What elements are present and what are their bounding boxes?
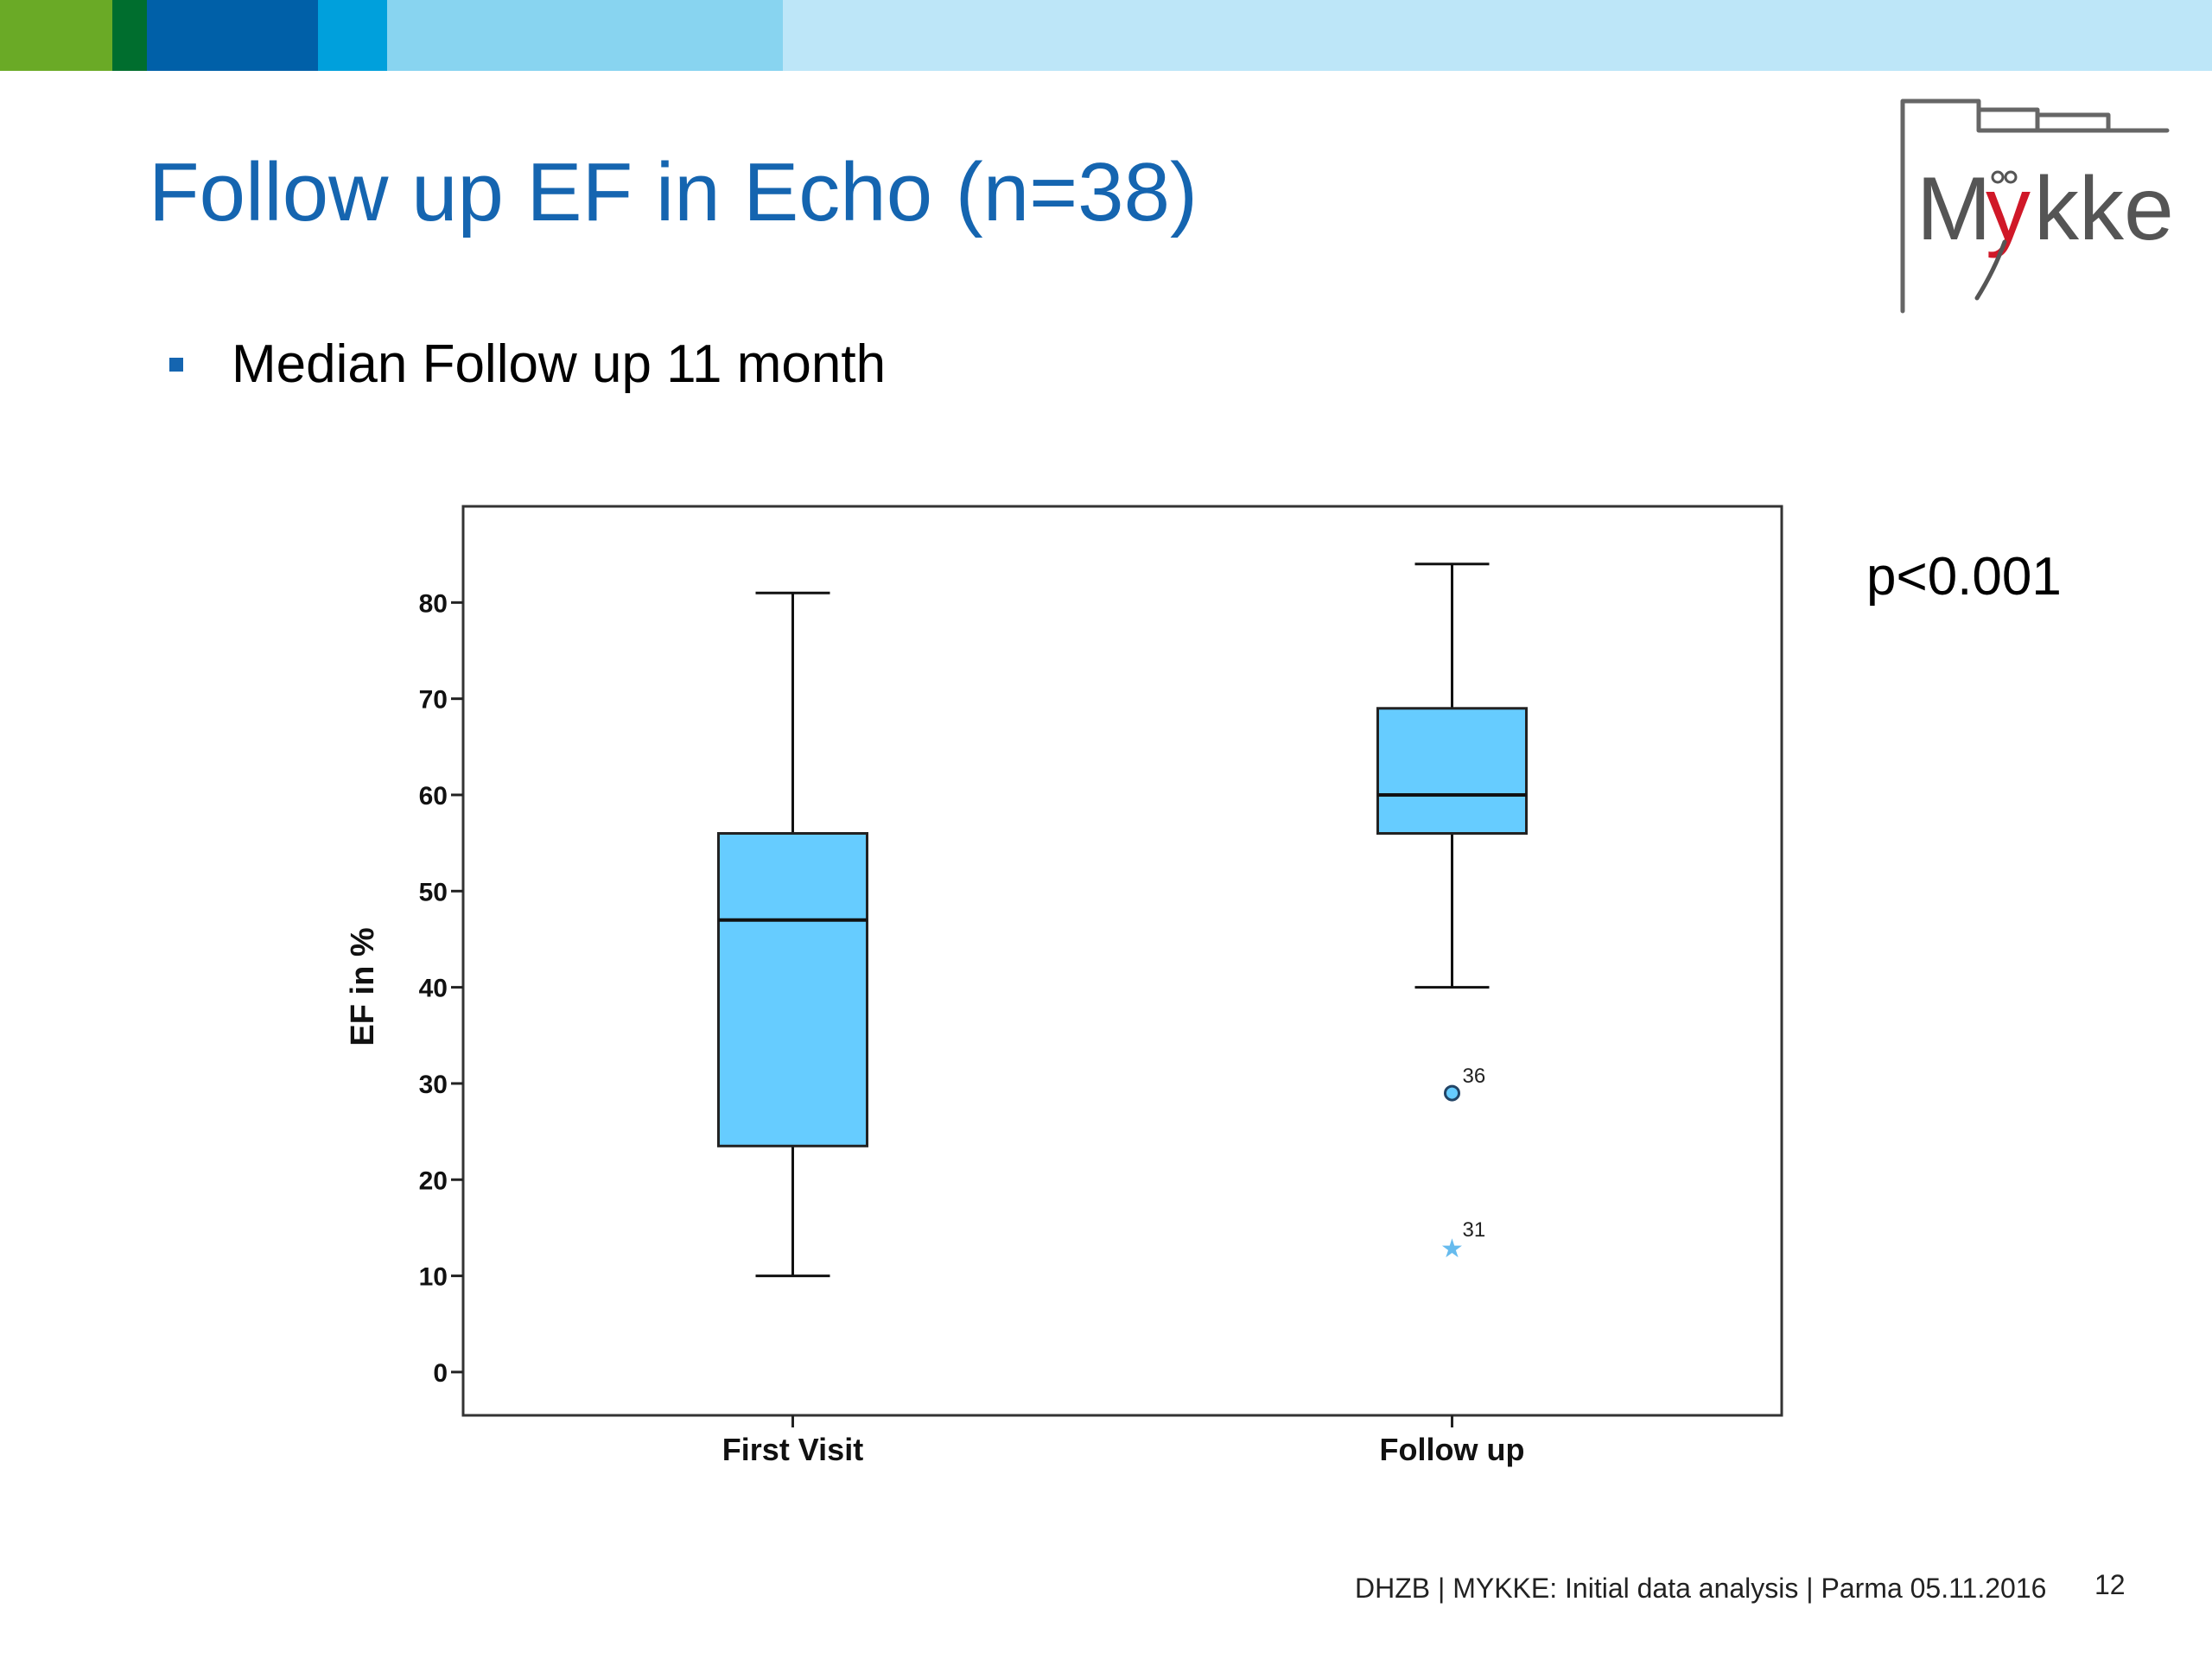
page-number: 12 xyxy=(2094,1569,2126,1600)
y-tick-label: 80 xyxy=(419,589,448,618)
bar-segment-green xyxy=(0,0,112,71)
bar-segment-dark-green xyxy=(112,0,147,71)
bullet-text: Median Follow up 11 month xyxy=(232,334,887,394)
plot-frame xyxy=(461,505,1783,1417)
y-tick-label: 20 xyxy=(419,1166,448,1195)
y-tick-label: 70 xyxy=(419,686,448,715)
y-tick-label: 50 xyxy=(419,878,448,906)
x-tick-label: Follow up xyxy=(1380,1432,1525,1467)
svg-text:kke: kke xyxy=(2034,159,2174,259)
ef-boxplot-chart: 0 10 20 30 40 50 60 70 80 EF in % First Visit Follo… xyxy=(345,505,1783,1467)
slide-title: Follow up EF in Echo (n=38) xyxy=(149,146,1198,238)
bar-segment-blue xyxy=(318,0,387,71)
outlier-point xyxy=(1444,1084,1460,1102)
extreme-outlier-point: ★ xyxy=(1440,1234,1464,1264)
mykke-logo: M y kke xyxy=(1900,99,2174,314)
outlier-label: 36 xyxy=(1463,1065,1486,1088)
bar-segment-dark-blue xyxy=(147,0,318,71)
y-tick-label: 40 xyxy=(419,975,448,1003)
outlier-label: 31 xyxy=(1463,1218,1486,1242)
y-tick-label: 0 xyxy=(433,1359,448,1388)
box-iqr xyxy=(1376,707,1528,835)
box-iqr xyxy=(717,831,868,1147)
footer-text: DHZB | MYKKE: Initial data analysis | Pa… xyxy=(1355,1573,2047,1604)
y-tick-label: 10 xyxy=(419,1263,448,1292)
p-value: p<0.001 xyxy=(1866,547,2062,607)
bullet-marker xyxy=(169,358,183,372)
bar-segment-pale-blue xyxy=(783,0,2212,71)
logo-text: M xyxy=(1916,159,1992,259)
bar-segment-light-blue xyxy=(387,0,783,71)
x-tick-label: First Visit xyxy=(722,1432,863,1467)
y-axis-label: EF in % xyxy=(345,927,381,1046)
top-color-bar xyxy=(0,0,2212,71)
y-tick-label: 60 xyxy=(419,782,448,810)
y-tick-label: 30 xyxy=(419,1071,448,1099)
